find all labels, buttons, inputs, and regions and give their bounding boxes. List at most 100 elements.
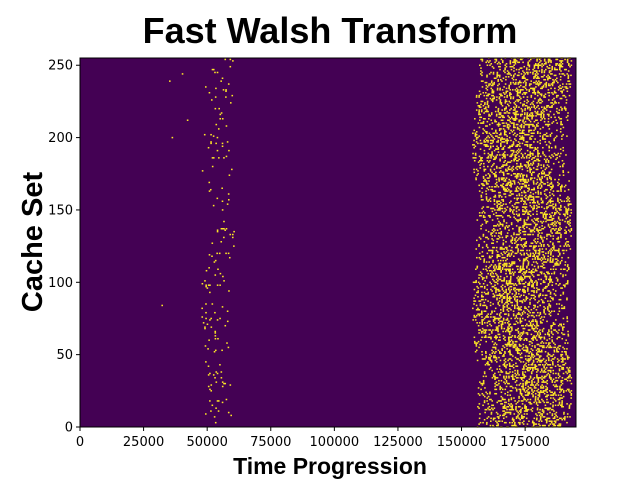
- hit-cell: [527, 275, 530, 278]
- hit-cell: [541, 378, 543, 380]
- hit-cell: [483, 94, 486, 97]
- hit-cell: [509, 385, 512, 388]
- hit-cell: [518, 388, 521, 391]
- hit-cell: [535, 204, 538, 207]
- hit-cell: [497, 109, 500, 111]
- hit-cell: [523, 174, 525, 176]
- hit-cell: [490, 99, 493, 101]
- hit-cell: [546, 177, 549, 179]
- hit-cell: [531, 420, 534, 422]
- hit-cell: [508, 365, 511, 367]
- hit-cell: [516, 303, 519, 305]
- hit-cell: [515, 190, 518, 192]
- hit-cell: [538, 173, 541, 175]
- hit-cell: [541, 424, 544, 427]
- hit-cell: [532, 199, 535, 201]
- hit-cell: [518, 209, 520, 211]
- hit-cell: [551, 339, 554, 341]
- hit-cell: [476, 285, 478, 288]
- hit-cell: [537, 377, 540, 379]
- hit-cell: [568, 407, 571, 409]
- hit-cell: [540, 201, 543, 204]
- hit-cell: [209, 291, 211, 294]
- hit-cell: [522, 249, 524, 252]
- hit-cell: [504, 378, 507, 380]
- hit-cell: [514, 173, 516, 175]
- hit-cell: [533, 106, 535, 108]
- hit-cell: [531, 327, 534, 330]
- hit-cell: [500, 214, 503, 217]
- hit-cell: [564, 229, 566, 231]
- hit-cell: [484, 180, 486, 182]
- hit-cell: [525, 141, 528, 143]
- hit-cell: [490, 165, 493, 168]
- hit-cell: [559, 226, 561, 229]
- hit-cell: [495, 337, 497, 340]
- hit-cell: [491, 65, 494, 68]
- hit-cell: [502, 165, 504, 168]
- hit-cell: [553, 416, 556, 418]
- hit-cell: [555, 261, 558, 263]
- hit-cell: [514, 282, 517, 285]
- hit-cell: [506, 142, 508, 145]
- hit-cell: [505, 259, 507, 262]
- hit-cell: [546, 419, 548, 421]
- hit-cell: [548, 184, 550, 187]
- hit-cell: [488, 256, 491, 259]
- hit-cell: [555, 372, 557, 375]
- hit-cell: [475, 178, 477, 181]
- hit-cell: [544, 78, 547, 81]
- hit-cell: [558, 345, 560, 347]
- hit-cell: [490, 71, 492, 74]
- hit-cell: [554, 264, 556, 266]
- hit-cell: [540, 197, 543, 200]
- hit-cell: [522, 264, 525, 266]
- hit-cell: [534, 366, 537, 369]
- hit-cell: [533, 87, 536, 90]
- hit-cell: [486, 109, 488, 111]
- hit-cell: [518, 395, 520, 398]
- hit-cell: [533, 171, 535, 174]
- hit-cell: [510, 139, 512, 142]
- hit-cell: [546, 213, 548, 216]
- hit-cell: [497, 317, 500, 320]
- hit-cell: [538, 414, 541, 417]
- hit-cell: [533, 401, 535, 404]
- hit-cell: [505, 184, 507, 187]
- hit-cell: [231, 236, 234, 239]
- hit-cell: [505, 131, 507, 133]
- hit-cell: [519, 217, 522, 220]
- hit-cell: [549, 60, 551, 62]
- hit-cell: [538, 420, 540, 422]
- hit-cell: [473, 157, 476, 159]
- hit-cell: [508, 320, 510, 323]
- hit-cell: [480, 196, 483, 198]
- hit-cell: [509, 60, 512, 62]
- hit-cell: [499, 339, 501, 341]
- hit-cell: [499, 336, 501, 339]
- hit-cell: [513, 118, 516, 120]
- hit-cell: [564, 213, 566, 216]
- hit-cell: [511, 154, 514, 156]
- hit-cell: [549, 110, 552, 113]
- hit-cell: [546, 388, 549, 391]
- hit-cell: [566, 366, 568, 369]
- hit-cell: [543, 96, 545, 98]
- hit-cell: [524, 200, 526, 203]
- hit-cell: [549, 258, 552, 260]
- hit-cell: [506, 294, 509, 297]
- hit-cell: [545, 362, 548, 365]
- hit-cell: [534, 73, 537, 75]
- hit-cell: [497, 294, 500, 297]
- hit-cell: [521, 403, 524, 405]
- hit-cell: [541, 398, 543, 401]
- hit-cell: [530, 297, 533, 299]
- hit-cell: [549, 241, 552, 243]
- hit-cell: [529, 120, 532, 123]
- hit-cell: [209, 319, 211, 321]
- hit-cell: [530, 178, 532, 181]
- hit-cell: [495, 343, 498, 346]
- hit-cell: [518, 80, 521, 82]
- hit-cell: [566, 213, 569, 216]
- hit-cell: [522, 155, 524, 158]
